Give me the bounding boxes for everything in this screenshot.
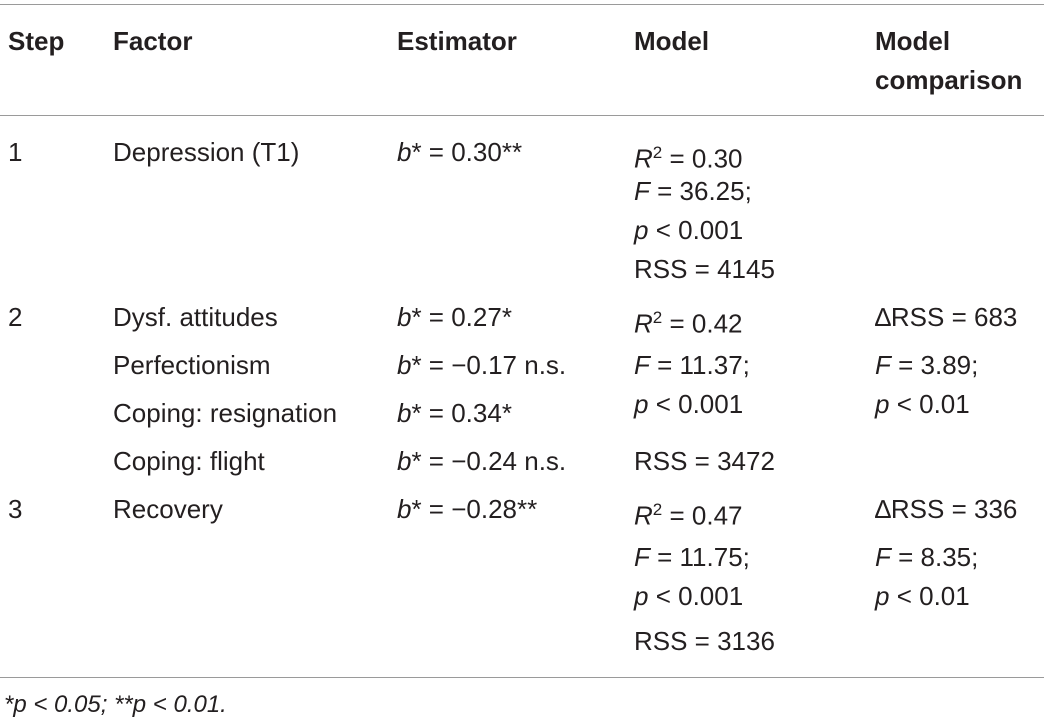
row3-p: p < 0.001 — [634, 581, 744, 611]
bottom-rule — [0, 677, 1044, 678]
row3-comparison-p: p < 0.01 — [875, 581, 970, 611]
row3-estimator: b* = −0.28** — [397, 494, 538, 524]
row2-comparison-p: p < 0.01 — [875, 389, 970, 419]
row2-comparison-f: F = 3.89; — [875, 350, 979, 380]
row2-rss: RSS = 3472 — [634, 446, 775, 476]
row2-r2: R2 = 0.42 — [634, 308, 743, 339]
row2-delta-rss: ∆RSS = 683 — [875, 302, 1018, 332]
header-step: Step — [8, 26, 65, 56]
row3-f: F = 11.75; — [634, 542, 750, 572]
header-factor: Factor — [113, 26, 193, 56]
row2-estimator-3: b* = 0.34* — [397, 398, 512, 428]
row3-rss: RSS = 3136 — [634, 626, 775, 656]
row3-factor: Recovery — [113, 494, 223, 524]
header-model: Model — [634, 26, 710, 56]
row2-factor-1: Dysf. attitudes — [113, 302, 278, 332]
header-estimator: Estimator — [397, 26, 517, 56]
row1-r2: R2 = 0.30 — [634, 143, 743, 174]
row3-delta-rss: ∆RSS = 336 — [875, 494, 1018, 524]
header-model-comparison: Model comparison — [875, 26, 1023, 95]
row2-factor-3: Coping: resignation — [113, 398, 338, 428]
row1-step: 1 — [8, 137, 23, 167]
row1-rss: RSS = 4145 — [634, 254, 775, 284]
header-rule — [0, 115, 1044, 116]
table-footnote: *p < 0.05; **p < 0.01. — [4, 691, 227, 718]
row1-factor: Depression (T1) — [113, 137, 300, 167]
row3-r2: R2 = 0.47 — [634, 500, 743, 531]
row2-estimator-1: b* = 0.27* — [397, 302, 512, 332]
row2-p: p < 0.001 — [634, 389, 744, 419]
row3-step: 3 — [8, 494, 23, 524]
row1-estimator: b* = 0.30** — [397, 137, 523, 167]
row2-factor-4: Coping: flight — [113, 446, 265, 476]
row3-comparison-f: F = 8.35; — [875, 542, 979, 572]
row2-step: 2 — [8, 302, 23, 332]
row2-estimator-4: b* = −0.24 n.s. — [397, 446, 567, 476]
top-rule — [0, 4, 1044, 5]
row2-estimator-2: b* = −0.17 n.s. — [397, 350, 567, 380]
row1-p: p < 0.001 — [634, 215, 744, 245]
row1-f: F = 36.25; — [634, 176, 752, 206]
row2-f: F = 11.37; — [634, 350, 750, 380]
row2-factor-2: Perfectionism — [113, 350, 271, 380]
